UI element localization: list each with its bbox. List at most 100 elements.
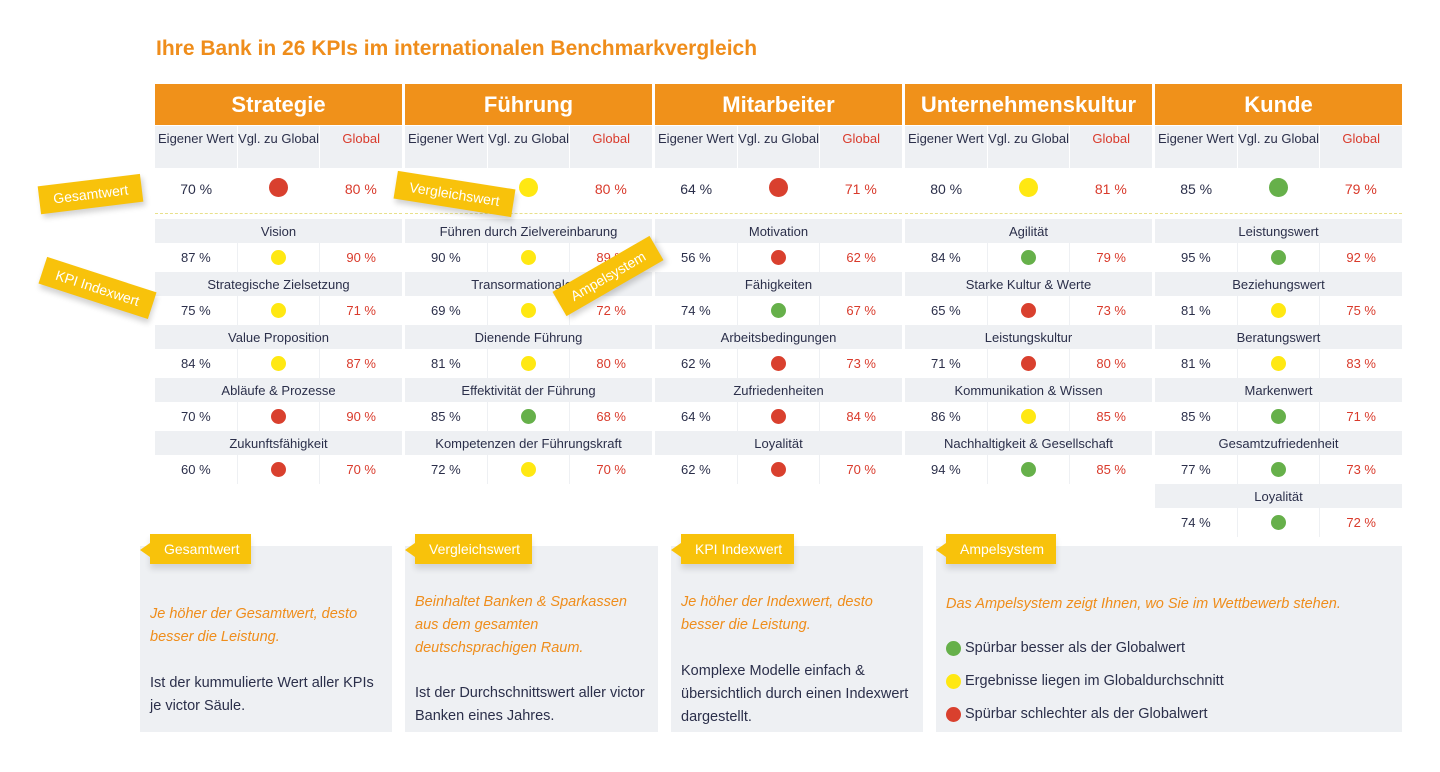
- yellow-dot-icon: [1271, 356, 1286, 371]
- kpi-status: [486, 455, 570, 484]
- yellow-dot-icon: [946, 673, 961, 689]
- kpi-status: [1236, 349, 1320, 378]
- kpi-status: [1236, 402, 1320, 431]
- kpi-row: 65 % 73 %: [905, 296, 1152, 325]
- card-tag: Vergleichswert: [404, 534, 533, 564]
- red-dot-icon: [271, 462, 286, 477]
- subheader-vgl: Vgl. zu Global: [738, 126, 821, 168]
- card-tag: KPI Indexwert: [670, 534, 795, 564]
- legend-item-red: Spürbar schlechter als der Globalwert: [946, 706, 1208, 722]
- kpi-row: 72 % 70 %: [405, 455, 652, 484]
- kpi-row: 62 % 70 %: [655, 455, 902, 484]
- subheader-vgl: Vgl. zu Global: [988, 126, 1071, 168]
- subheader-row: Eigener Wert Vgl. zu Global Global: [155, 126, 402, 168]
- kpi-own: 94 %: [931, 462, 961, 477]
- card-body-text: Ist der Durchschnittswert aller victor B…: [415, 685, 645, 724]
- green-dot-icon: [1271, 462, 1286, 477]
- kpi-row: 95 % 92 %: [1155, 243, 1402, 272]
- subheader-global: Global: [842, 131, 880, 146]
- kpi-own: 65 %: [931, 303, 961, 318]
- card-kpi-indexwert: KPI Indexwert Je höher der Indexwert, de…: [670, 534, 923, 732]
- total-global: 81 %: [1094, 181, 1127, 197]
- kpi-global: 83 %: [1319, 349, 1402, 378]
- kpi-status: [736, 455, 820, 484]
- kpi-row: 94 % 85 %: [905, 455, 1152, 484]
- kpi-status: [1236, 455, 1320, 484]
- column-header: Führung: [405, 84, 652, 125]
- kpi-label: Strategische Zielsetzung: [155, 272, 402, 296]
- kpi-label: Motivation: [655, 219, 902, 243]
- kpi-global: 80 %: [569, 349, 652, 378]
- kpi-own: 90 %: [431, 250, 461, 265]
- kpi-global: 87 %: [319, 349, 402, 378]
- total-global: 79 %: [1344, 181, 1377, 197]
- yellow-dot-icon: [271, 250, 286, 265]
- red-dot-icon: [768, 178, 788, 197]
- kpi-row: 71 % 80 %: [905, 349, 1152, 378]
- kpi-label: Vision: [155, 219, 402, 243]
- kpi-global: 68 %: [569, 402, 652, 431]
- kpi-status: [986, 349, 1070, 378]
- kpi-status: [736, 243, 820, 272]
- kpi-status: [486, 402, 570, 431]
- kpi-label: Nachhaltigkeit & Gesellschaft: [905, 431, 1152, 455]
- column-header: Strategie: [155, 84, 402, 125]
- kpi-row: 56 % 62 %: [655, 243, 902, 272]
- kpi-own: 62 %: [681, 356, 711, 371]
- kpi-own: 81 %: [1181, 356, 1211, 371]
- kpi-status: [986, 243, 1070, 272]
- total-own: 80 %: [930, 181, 963, 197]
- kpi-own: 77 %: [1181, 462, 1211, 477]
- card-body-text: Komplexe Modelle einfach & übersichtlich…: [681, 663, 909, 725]
- kpi-global: 75 %: [1319, 296, 1402, 325]
- kpi-status: [1236, 508, 1320, 537]
- kpi-own: 74 %: [1181, 515, 1211, 530]
- subheader-vgl: Vgl. zu Global: [488, 126, 571, 168]
- divider: [155, 213, 402, 214]
- red-dot-icon: [771, 409, 786, 424]
- kpi-global: 67 %: [819, 296, 902, 325]
- red-dot-icon: [271, 409, 286, 424]
- kpi-status: [486, 243, 570, 272]
- legend-item-yellow: Ergebnisse liegen im Globaldurchschnitt: [946, 673, 1224, 689]
- subheader-own: Eigener Wert: [655, 126, 738, 168]
- green-dot-icon: [771, 303, 786, 318]
- total-row: 85 % 79 %: [1155, 168, 1402, 210]
- kpi-row: 84 % 87 %: [155, 349, 402, 378]
- kpi-row: 74 % 67 %: [655, 296, 902, 325]
- green-dot-icon: [1271, 250, 1286, 265]
- kpi-label: Zukunftsfähigkeit: [155, 431, 402, 455]
- kpi-label: Beziehungswert: [1155, 272, 1402, 296]
- red-dot-icon: [771, 250, 786, 265]
- yellow-dot-icon: [1271, 303, 1286, 318]
- kpi-status: [986, 402, 1070, 431]
- kpi-row: 85 % 68 %: [405, 402, 652, 431]
- kpi-row: 81 % 75 %: [1155, 296, 1402, 325]
- subheader-own: Eigener Wert: [905, 126, 988, 168]
- total-global: 71 %: [844, 181, 877, 197]
- card-ampelsystem: Ampelsystem Das Ampelsystem zeigt Ihnen,…: [935, 534, 1402, 732]
- kpi-label: Dienende Führung: [405, 325, 652, 349]
- kpi-own: 84 %: [181, 356, 211, 371]
- total-status: [987, 178, 1069, 200]
- red-dot-icon: [1021, 303, 1036, 318]
- kpi-row: 77 % 73 %: [1155, 455, 1402, 484]
- yellow-dot-icon: [271, 356, 286, 371]
- divider: [405, 213, 652, 214]
- kpi-own: 72 %: [431, 462, 461, 477]
- kpi-row: 84 % 79 %: [905, 243, 1152, 272]
- kpi-status: [736, 349, 820, 378]
- column-mitarbeiter: Mitarbeiter Eigener Wert Vgl. zu Global …: [655, 84, 902, 484]
- kpi-label: Zufriedenheiten: [655, 378, 902, 402]
- kpi-row: 81 % 80 %: [405, 349, 652, 378]
- kpi-global: 70 %: [819, 455, 902, 484]
- kpi-own: 75 %: [181, 303, 211, 318]
- kpi-status: [486, 296, 570, 325]
- kpi-own: 84 %: [931, 250, 961, 265]
- kpi-own: 70 %: [181, 409, 211, 424]
- kpi-own: 81 %: [1181, 303, 1211, 318]
- red-dot-icon: [1021, 356, 1036, 371]
- legend-text: Ergebnisse liegen im Globaldurchschnitt: [965, 673, 1224, 689]
- total-status: [1237, 178, 1319, 200]
- yellow-dot-icon: [1018, 178, 1038, 197]
